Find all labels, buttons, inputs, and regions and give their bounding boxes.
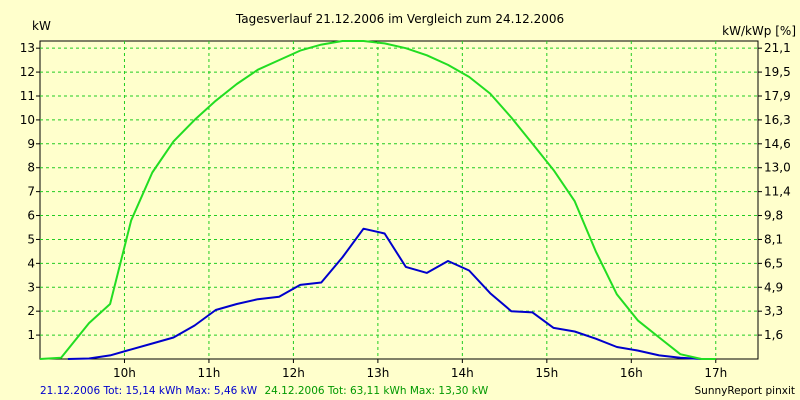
y-axis-label-left: kW bbox=[32, 19, 51, 33]
x-tick-label: 12h bbox=[282, 366, 305, 380]
x-ticks: 10h 11h 12h 13h 14h 15h 16h 17h bbox=[113, 359, 727, 380]
y-right-tick-label: 3,3 bbox=[764, 304, 783, 318]
y-right-tick-label: 16,3 bbox=[764, 113, 791, 127]
x-tick-label: 17h bbox=[704, 366, 727, 380]
y-tick-label: 4 bbox=[27, 256, 35, 270]
series1-summary: 21.12.2006 Tot: 15,14 kWh Max: 5,46 kW bbox=[40, 385, 258, 397]
footer-summary: 21.12.2006 Tot: 15,14 kWh Max: 5,46 kW 2… bbox=[40, 385, 489, 397]
series2-summary: 24.12.2006 Tot: 63,11 kWh Max: 13,30 kW bbox=[264, 385, 488, 397]
y-right-tick-label: 8,1 bbox=[764, 232, 783, 246]
y-tick-label: 1 bbox=[27, 328, 35, 342]
y-tick-label: 10 bbox=[20, 113, 35, 127]
series-line-2 bbox=[39, 40, 716, 360]
y-right-tick-label: 21,1 bbox=[764, 41, 791, 55]
x-tick-label: 16h bbox=[620, 366, 643, 380]
series-line-1 bbox=[67, 227, 702, 360]
y-ticks-right: 1,6 3,3 4,9 6,5 8,1 9,8 11,4 13,0 14,6 16,3 17,9 19… bbox=[758, 41, 791, 342]
y-right-tick-label: 11,4 bbox=[764, 185, 791, 199]
y-right-tick-label: 1,6 bbox=[764, 328, 783, 342]
y-tick-label: 6 bbox=[27, 209, 35, 223]
x-tick-label: 14h bbox=[451, 366, 474, 380]
y-tick-label: 13 bbox=[20, 41, 35, 55]
x-tick-label: 11h bbox=[198, 366, 221, 380]
y-tick-label: 3 bbox=[27, 280, 35, 294]
y-right-tick-label: 4,9 bbox=[764, 280, 783, 294]
footer-credit: SunnyReport pinxit bbox=[695, 385, 795, 397]
y-right-tick-label: 6,5 bbox=[764, 256, 783, 270]
y-tick-label: 12 bbox=[20, 65, 35, 79]
series-group bbox=[39, 40, 716, 360]
y-right-tick-label: 9,8 bbox=[764, 209, 783, 223]
y-tick-label: 7 bbox=[27, 185, 35, 199]
x-tick-label: 10h bbox=[113, 366, 136, 380]
x-tick-label: 13h bbox=[366, 366, 389, 380]
y-tick-label: 8 bbox=[27, 161, 35, 175]
y-axis-label-right: kW/kWp [%] bbox=[722, 24, 796, 38]
y-right-tick-label: 13,0 bbox=[764, 161, 791, 175]
chart-title: Tagesverlauf 21.12.2006 im Vergleich zum… bbox=[235, 12, 564, 26]
y-tick-label: 2 bbox=[27, 304, 35, 318]
y-tick-label: 5 bbox=[27, 232, 35, 246]
grid bbox=[40, 41, 758, 359]
y-right-tick-label: 14,6 bbox=[764, 137, 791, 151]
x-tick-label: 15h bbox=[535, 366, 558, 380]
y-tick-label: 9 bbox=[27, 137, 35, 151]
y-right-tick-label: 17,9 bbox=[764, 89, 791, 103]
y-right-tick-label: 19,5 bbox=[764, 65, 791, 79]
y-tick-label: 11 bbox=[20, 89, 35, 103]
plot-area bbox=[39, 40, 759, 360]
